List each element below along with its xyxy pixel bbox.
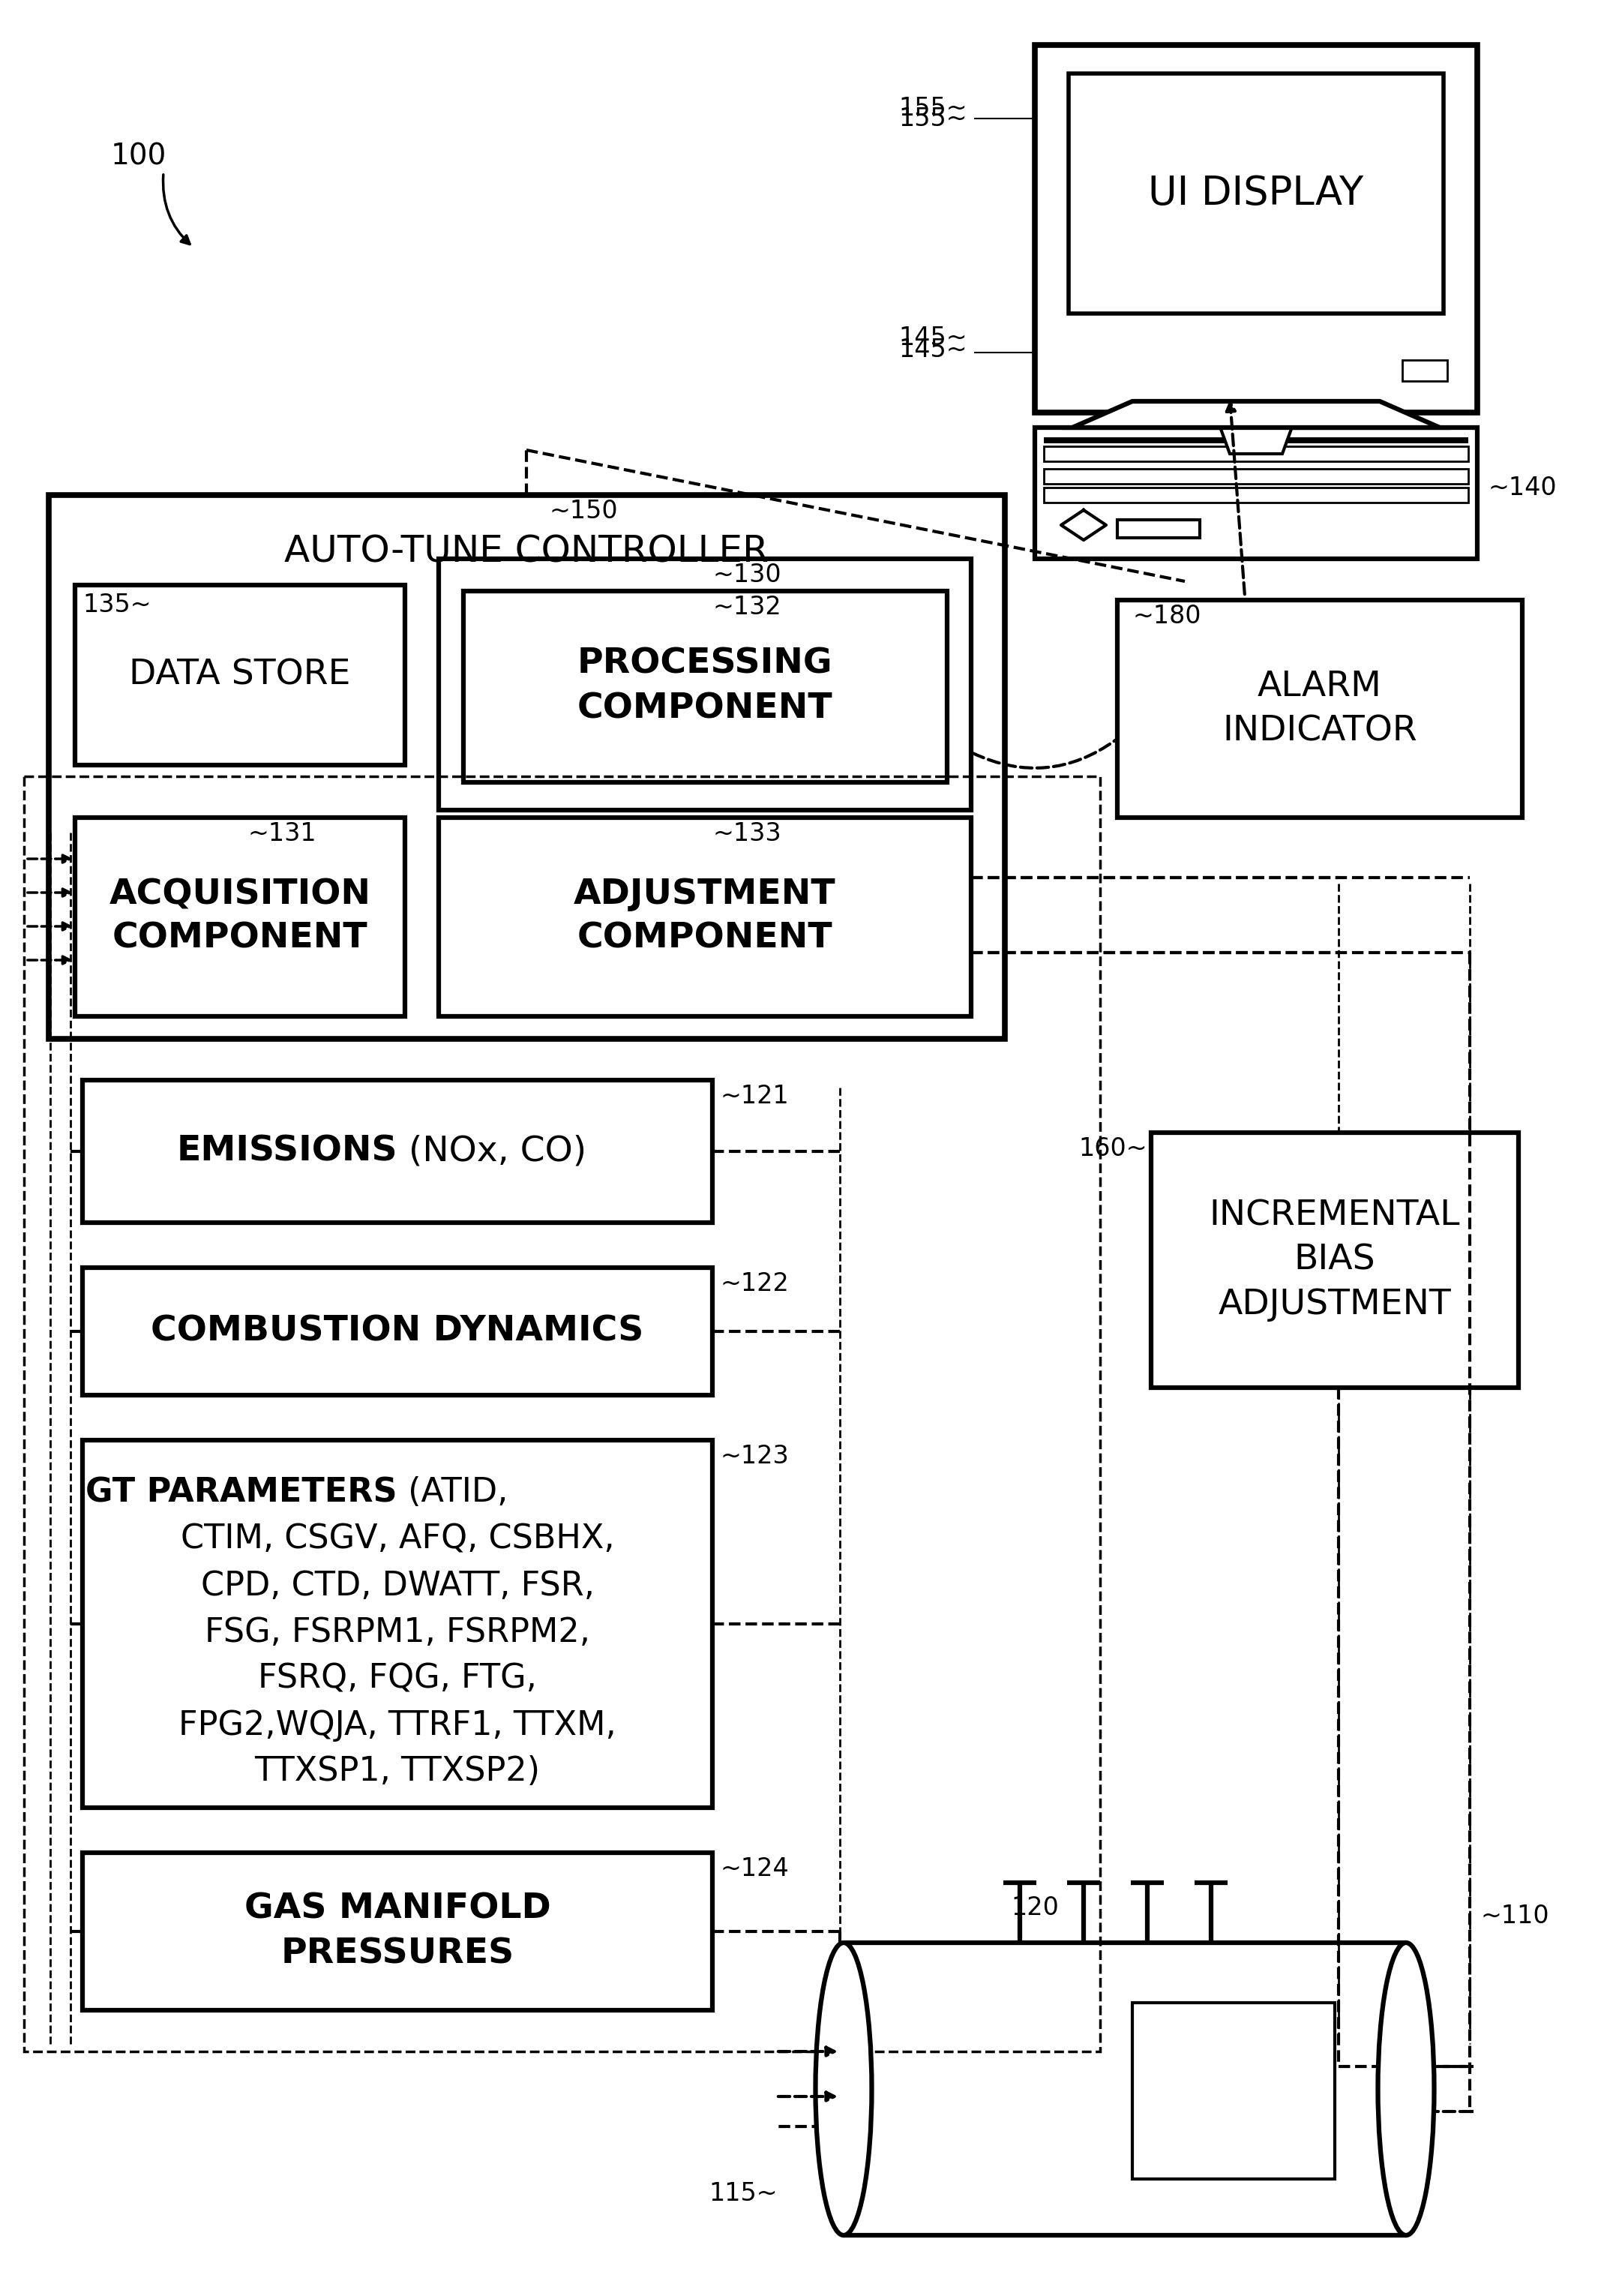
Text: 135~: 135~ xyxy=(82,592,151,618)
Text: ALARM
INDICATOR: ALARM INDICATOR xyxy=(1223,670,1417,748)
Bar xyxy=(1045,468,1469,484)
Text: PROCESSING
COMPONENT: PROCESSING COMPONENT xyxy=(577,647,832,726)
Bar xyxy=(1045,487,1469,503)
Bar xyxy=(82,1853,712,2011)
Text: ~132: ~132 xyxy=(712,595,781,620)
Text: 145~: 145~ xyxy=(898,326,967,349)
Text: (NOx, CO): (NOx, CO) xyxy=(397,1134,587,1169)
Text: FSRQ, FQG, FTG,: FSRQ, FQG, FTG, xyxy=(259,1662,537,1694)
Text: ~150: ~150 xyxy=(550,498,617,523)
Polygon shape xyxy=(1215,413,1297,455)
Text: ~121: ~121 xyxy=(720,1084,789,1109)
Text: ~130: ~130 xyxy=(712,563,781,588)
Text: 100: 100 xyxy=(111,142,167,170)
Text: 115~: 115~ xyxy=(709,2181,778,2206)
Bar xyxy=(1069,73,1443,315)
Ellipse shape xyxy=(1377,1942,1433,2236)
Text: GT PARAMETERS: GT PARAMETERS xyxy=(85,1476,397,1508)
Text: 145~: 145~ xyxy=(898,338,967,363)
Text: DATA STORE: DATA STORE xyxy=(129,659,350,691)
Bar xyxy=(1035,427,1477,558)
Bar xyxy=(82,1079,712,1224)
Bar xyxy=(24,776,1101,2050)
Text: 155~: 155~ xyxy=(898,96,967,122)
Text: FSG, FSRPM1, FSRPM2,: FSG, FSRPM1, FSRPM2, xyxy=(204,1616,590,1649)
Bar xyxy=(439,817,971,1017)
Text: ~133: ~133 xyxy=(712,822,781,847)
Text: CTIM, CSGV, AFQ, CSBHX,: CTIM, CSGV, AFQ, CSBHX, xyxy=(180,1522,614,1554)
Text: ~180: ~180 xyxy=(1133,604,1200,629)
Text: UI DISPLAY: UI DISPLAY xyxy=(1149,174,1364,214)
Text: FPG2,WQJA, TTRF1, TTXM,: FPG2,WQJA, TTRF1, TTXM, xyxy=(178,1708,617,1740)
Text: ADJUSTMENT
COMPONENT: ADJUSTMENT COMPONENT xyxy=(574,877,836,955)
Bar xyxy=(1403,360,1448,381)
Text: ~124: ~124 xyxy=(720,1857,789,1880)
Text: (ATID,: (ATID, xyxy=(397,1476,508,1508)
Bar xyxy=(1117,599,1522,817)
Bar xyxy=(463,590,947,783)
Text: GAS MANIFOLD
PRESSURES: GAS MANIFOLD PRESSURES xyxy=(244,1892,551,1970)
Bar xyxy=(82,1267,712,1396)
Text: INCREMENTAL
BIAS
ADJUSTMENT: INCREMENTAL BIAS ADJUSTMENT xyxy=(1210,1199,1461,1320)
Text: AUTO-TUNE CONTROLLER: AUTO-TUNE CONTROLLER xyxy=(284,533,768,569)
Text: 120: 120 xyxy=(1011,1896,1059,1919)
Text: ~122: ~122 xyxy=(720,1272,789,1297)
Text: TTXSP1, TTXSP2): TTXSP1, TTXSP2) xyxy=(254,1756,540,1789)
Text: EMISSIONS: EMISSIONS xyxy=(177,1134,397,1169)
Bar xyxy=(76,585,405,765)
Bar xyxy=(1159,455,1353,480)
Text: 160~: 160~ xyxy=(1078,1137,1147,1162)
Polygon shape xyxy=(1072,402,1440,427)
Text: ~110: ~110 xyxy=(1482,1903,1549,1929)
Bar xyxy=(1151,1132,1519,1387)
Bar xyxy=(82,1440,712,1807)
Ellipse shape xyxy=(815,1942,871,2236)
Text: ~131: ~131 xyxy=(247,822,317,847)
Text: ~123: ~123 xyxy=(720,1444,789,1469)
Bar xyxy=(76,817,405,1017)
Bar xyxy=(1133,2002,1335,2179)
Bar xyxy=(1035,46,1477,413)
Bar xyxy=(439,558,971,810)
Text: ACQUISITION
COMPONENT: ACQUISITION COMPONENT xyxy=(109,877,371,955)
Text: CPD, CTD, DWATT, FSR,: CPD, CTD, DWATT, FSR, xyxy=(201,1570,595,1603)
Bar xyxy=(48,496,1004,1038)
Text: COMBUSTION DYNAMICS: COMBUSTION DYNAMICS xyxy=(151,1316,644,1348)
Bar xyxy=(1117,519,1200,537)
Bar xyxy=(1045,436,1469,443)
Text: ~140: ~140 xyxy=(1488,475,1557,501)
Text: 155~: 155~ xyxy=(898,106,967,131)
Bar xyxy=(1045,445,1469,461)
